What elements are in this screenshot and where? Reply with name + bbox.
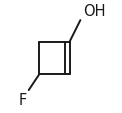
Text: F: F xyxy=(18,92,27,107)
Text: OH: OH xyxy=(84,4,106,19)
